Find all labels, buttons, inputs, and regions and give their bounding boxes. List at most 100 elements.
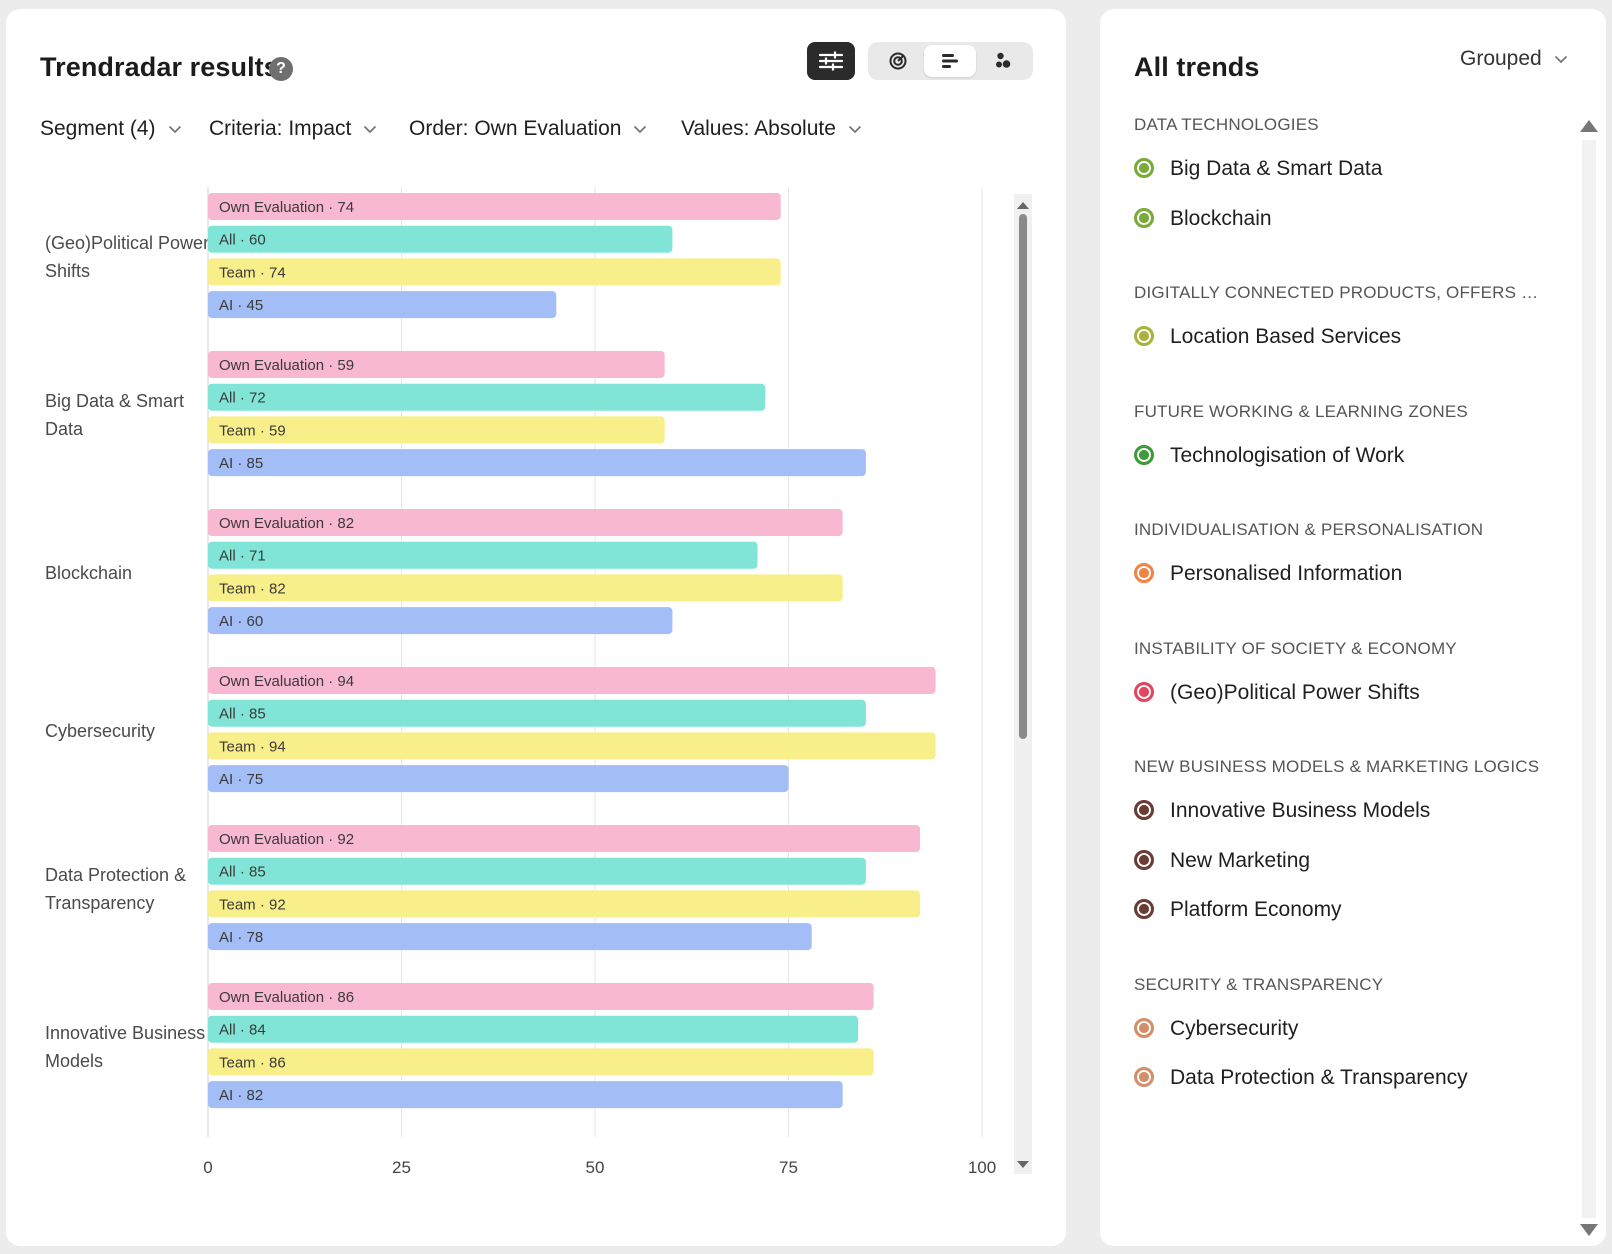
- trend-item[interactable]: Platform Economy: [1134, 898, 1342, 922]
- bar-data-label: AI · 82: [219, 1087, 263, 1104]
- bar-chart: 0 25 50 75 100 Own Evaluation · 74 All · 60 Tea…: [203, 187, 996, 1177]
- bar-data-label: Team · 94: [219, 738, 286, 755]
- trend-item[interactable]: Technologisation of Work: [1134, 444, 1404, 468]
- chevron-down-icon: [168, 125, 181, 134]
- trend-item[interactable]: New Marketing: [1134, 849, 1310, 873]
- bar-data-label: AI · 60: [219, 613, 263, 630]
- trend-group-heading: NEW BUSINESS MODELS & MARKETING LOGICS: [1134, 757, 1540, 776]
- trend-name: Technologisation of Work: [1170, 443, 1405, 467]
- scroll-down-arrow-icon[interactable]: [1580, 1224, 1598, 1236]
- bar-data-label: All · 72: [219, 390, 266, 407]
- bar-data-label: All · 84: [219, 1022, 266, 1039]
- bubble-view-icon: [996, 52, 1011, 68]
- trend-name: (Geo)Political Power Shifts: [1170, 680, 1420, 704]
- trend-group-heading: INSTABILITY OF SOCIETY & ECONOMY: [1134, 638, 1457, 658]
- trend-name: Blockchain: [1170, 206, 1272, 230]
- scroll-up-arrow-icon[interactable]: [1016, 200, 1030, 210]
- bar: [208, 857, 866, 885]
- values-filter[interactable]: Values: Absolute: [681, 117, 862, 141]
- criteria-filter[interactable]: Criteria: Impact: [209, 117, 377, 141]
- trend-color-dot-icon: [1134, 563, 1154, 583]
- bar-data-label: AI · 78: [219, 929, 263, 946]
- trend-item[interactable]: Innovative Business Models: [1134, 799, 1430, 823]
- trend-group-heading: DATA TECHNOLOGIES: [1134, 115, 1319, 134]
- trend-list-scrollbar-track[interactable]: [1582, 140, 1596, 1218]
- trend-color-dot-icon: [1134, 1067, 1154, 1087]
- segment-filter[interactable]: Segment (4): [40, 117, 182, 141]
- bar-data-label: Team · 86: [219, 1054, 286, 1071]
- bar: [208, 509, 843, 536]
- bar: [208, 258, 781, 286]
- bar: [208, 449, 866, 477]
- bar-data-label: Team · 82: [219, 580, 286, 597]
- order-filter[interactable]: Order: Own Evaluation: [409, 117, 647, 141]
- trend-item[interactable]: Data Protection & Transparency: [1134, 1066, 1468, 1090]
- radar-view-button[interactable]: [872, 45, 924, 77]
- all-trends-panel: All trends Grouped DATA TECHNOLOGIES Big …: [1100, 9, 1606, 1246]
- trend-name: Platform Economy: [1170, 898, 1342, 921]
- view-toggle: [868, 42, 1033, 80]
- x-tick-label: 50: [586, 1158, 605, 1177]
- x-tick-label: 25: [392, 1158, 411, 1177]
- segment-filter-label: Segment (4): [40, 117, 156, 140]
- chart-settings-button[interactable]: [807, 42, 855, 80]
- scroll-down-arrow-icon[interactable]: [1016, 1160, 1030, 1170]
- trendradar-results-panel: Trendradar results ?: [6, 9, 1066, 1246]
- bar: [208, 383, 766, 411]
- bar-data-label: AI · 75: [219, 771, 263, 788]
- bar: [208, 667, 936, 694]
- bar-view-button[interactable]: [924, 45, 976, 77]
- bar-data-label: Own Evaluation · 59: [219, 357, 354, 374]
- bar-data-label: AI · 85: [219, 455, 263, 472]
- x-tick-label: 100: [968, 1158, 996, 1177]
- scroll-up-arrow-icon[interactable]: [1580, 120, 1598, 132]
- trend-color-dot-icon: [1134, 681, 1154, 702]
- trend-color-dot-icon: [1134, 800, 1154, 820]
- trend-name: Personalised Information: [1170, 562, 1403, 585]
- bar: [208, 825, 921, 852]
- trend-group-heading: FUTURE WORKING & LEARNING ZONES: [1134, 401, 1468, 421]
- trend-name: Data Protection & Transparency: [1170, 1066, 1468, 1089]
- grouping-select[interactable]: Grouped: [1460, 47, 1568, 71]
- trend-color-dot-icon: [1134, 1017, 1154, 1038]
- bar-data-label: Own Evaluation · 82: [219, 515, 354, 532]
- trend-group-heading: SECURITY & TRANSPARENCY: [1134, 974, 1384, 994]
- trend-item[interactable]: Location Based Services: [1134, 325, 1401, 349]
- bar: [208, 765, 789, 793]
- bar: [208, 291, 557, 319]
- chevron-down-icon: [848, 125, 862, 134]
- trend-group-heading: INDIVIDUALISATION & PERSONALISATION: [1134, 520, 1484, 539]
- category-label: Data Protection & Transparency: [45, 865, 187, 913]
- bar: [208, 351, 665, 378]
- bar-data-label: All · 85: [219, 706, 266, 723]
- bar-view-icon: [942, 54, 958, 68]
- trend-item[interactable]: Blockchain: [1134, 207, 1272, 231]
- category-label: Blockchain: [45, 563, 133, 583]
- chart-scrollbar-thumb[interactable]: [1019, 214, 1027, 739]
- trend-item[interactable]: Personalised Information: [1134, 562, 1402, 586]
- grouping-select-value: Grouped: [1460, 47, 1542, 70]
- bar-data-label: Team · 92: [219, 896, 286, 913]
- chevron-down-icon: [364, 125, 377, 134]
- trend-item[interactable]: Big Data & Smart Data: [1134, 157, 1382, 181]
- trend-color-dot-icon: [1134, 444, 1154, 465]
- bubble-view-button[interactable]: [977, 45, 1029, 77]
- order-filter-label: Order: Own Evaluation: [409, 117, 622, 140]
- help-icon[interactable]: ?: [269, 57, 293, 81]
- bar-data-label: Own Evaluation · 92: [219, 831, 354, 848]
- bar: [208, 416, 665, 444]
- panel-title: Trendradar results: [40, 52, 279, 82]
- trend-item[interactable]: Cybersecurity: [1134, 1017, 1298, 1041]
- x-tick-label: 75: [779, 1158, 798, 1177]
- category-label: (Geo)Political Power Shifts: [45, 233, 210, 281]
- bar: [208, 1048, 874, 1076]
- bar-data-label: Team · 74: [219, 264, 286, 281]
- bar-data-label: Own Evaluation · 86: [219, 989, 354, 1006]
- bar: [208, 225, 673, 253]
- bar-data-label: Own Evaluation · 94: [219, 673, 354, 690]
- trend-item[interactable]: (Geo)Political Power Shifts: [1134, 681, 1420, 705]
- category-label: Big Data & Smart Data: [45, 391, 185, 439]
- all-trends-title: All trends: [1134, 52, 1260, 82]
- category-label: Innovative Business Models: [45, 1023, 206, 1071]
- x-tick-label: 0: [203, 1158, 212, 1177]
